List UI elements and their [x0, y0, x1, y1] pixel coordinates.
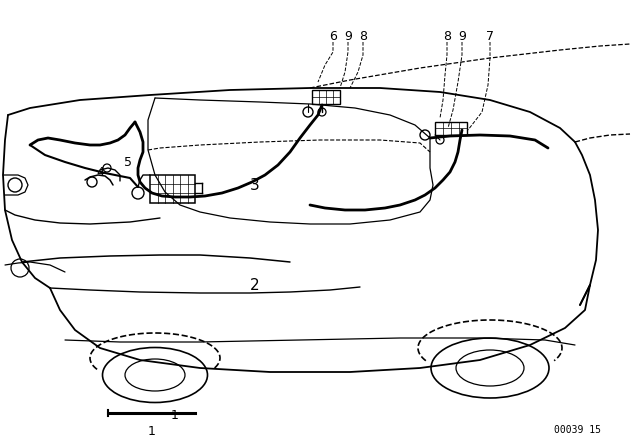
Bar — [435, 122, 467, 135]
Text: 7: 7 — [486, 30, 494, 43]
Text: 1: 1 — [148, 425, 156, 438]
Text: 2: 2 — [250, 277, 260, 293]
Text: 3: 3 — [250, 177, 260, 193]
Bar — [312, 90, 340, 104]
Text: 5: 5 — [124, 155, 132, 168]
Text: 4: 4 — [96, 165, 104, 178]
Text: 8: 8 — [359, 30, 367, 43]
Text: 9: 9 — [344, 30, 352, 43]
Text: 8: 8 — [443, 30, 451, 43]
Text: 00039 15: 00039 15 — [554, 425, 600, 435]
Text: 1: 1 — [171, 409, 179, 422]
Bar — [150, 175, 195, 203]
Text: 6: 6 — [329, 30, 337, 43]
Text: 9: 9 — [458, 30, 466, 43]
